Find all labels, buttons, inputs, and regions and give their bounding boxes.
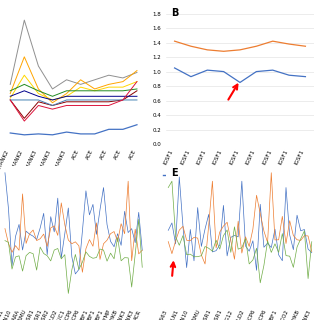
Text: E: E [171,168,178,178]
Text: B: B [171,8,178,18]
Legend: 48268_Scale, : 48268_Scale, [162,171,221,180]
